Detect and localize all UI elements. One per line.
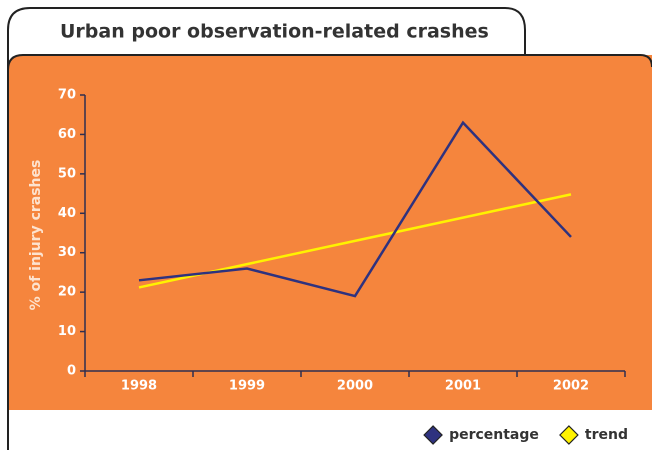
x-tick-label: 2000 — [337, 379, 373, 394]
title-tab — [7, 7, 526, 450]
x-tick-label: 2001 — [445, 379, 481, 394]
legend-marker — [423, 425, 443, 445]
y-axis-label: % of injury crashes — [28, 160, 44, 311]
x-tick-label: 1998 — [121, 379, 157, 394]
x-tick-label: 2002 — [553, 379, 589, 394]
y-tick-label: 50 — [58, 166, 76, 181]
legend-label: trend — [585, 427, 628, 443]
panel-border — [7, 54, 652, 450]
y-tick-label: 0 — [67, 364, 76, 379]
legend-marker — [559, 425, 579, 445]
y-tick-label: 10 — [58, 324, 76, 339]
x-tick-label: 1999 — [229, 379, 265, 394]
y-tick-label: 20 — [58, 285, 76, 300]
y-tick-label: 30 — [58, 245, 76, 260]
y-tick-label: 60 — [58, 127, 76, 142]
y-tick-label: 40 — [58, 206, 76, 221]
series-line — [138, 120, 572, 298]
legend-label: percentage — [449, 427, 539, 443]
chart-title: Urban poor observation-related crashes — [60, 21, 489, 43]
y-tick-label: 70 — [58, 88, 76, 103]
